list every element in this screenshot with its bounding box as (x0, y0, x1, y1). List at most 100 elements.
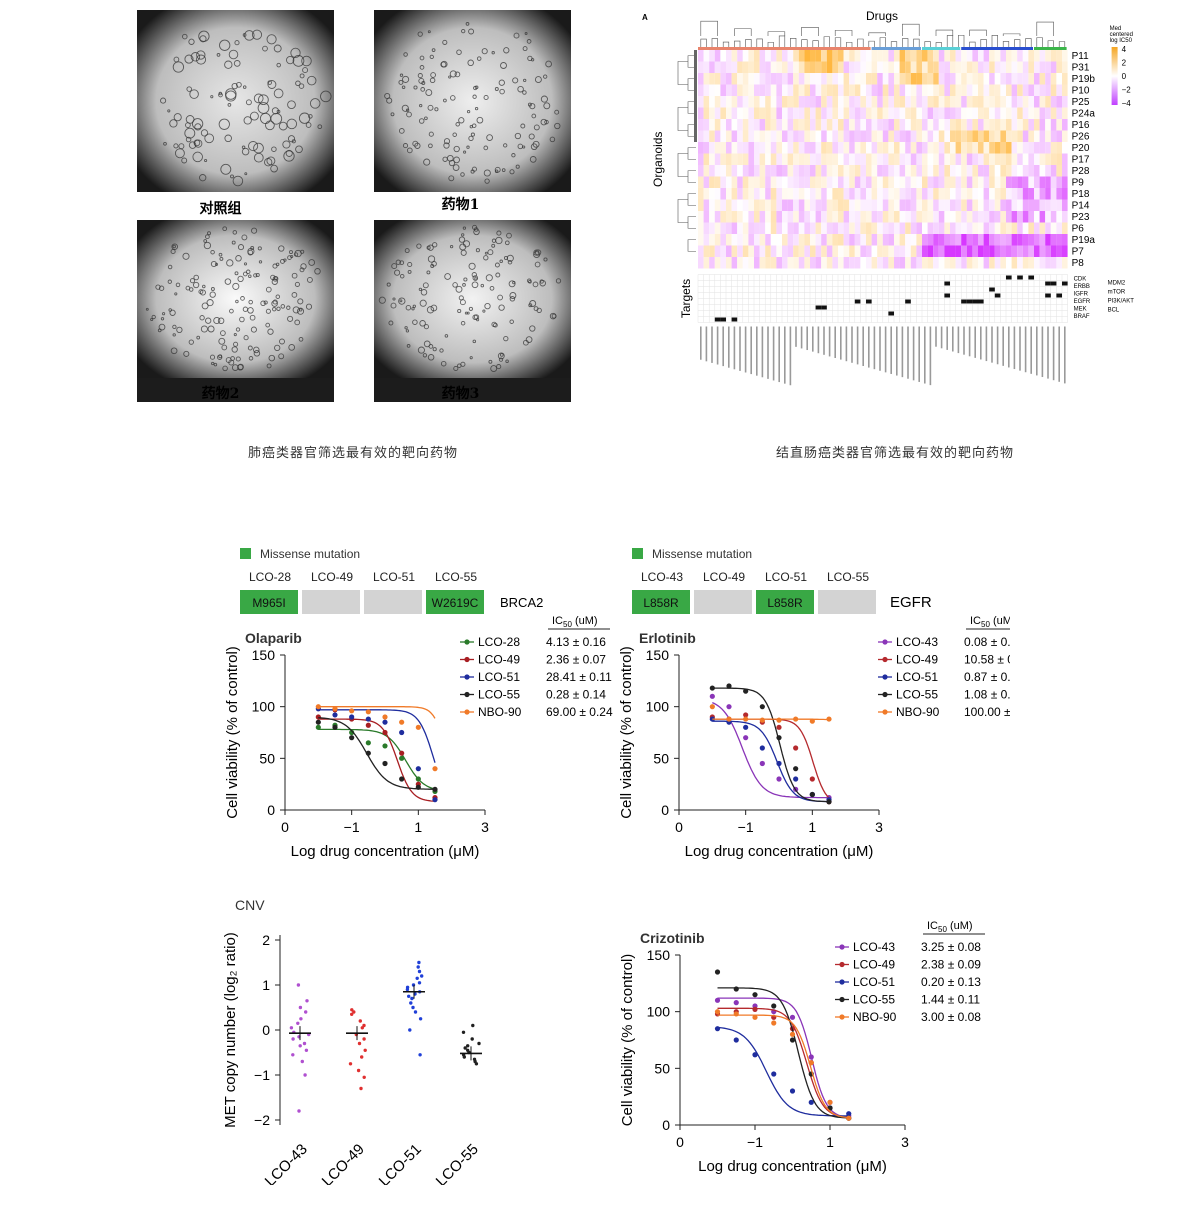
heatmap-cell (782, 153, 788, 165)
heatmap-cell (910, 142, 917, 154)
organoid-dot (231, 346, 238, 353)
heatmap-cell (882, 199, 889, 211)
dendrogram-link (790, 37, 797, 47)
image-label-drug2: 药物2 (201, 386, 240, 402)
heatmap-cell (933, 96, 939, 108)
mutation-label: L858R (643, 596, 679, 610)
heatmap-cell (714, 257, 721, 269)
heatmap-cell (1022, 73, 1029, 85)
heatmap-cell (765, 188, 771, 200)
target-mark (1045, 281, 1051, 286)
heatmap-cell (765, 199, 771, 211)
heatmap-cell (1056, 96, 1062, 108)
organoid-dot (462, 226, 467, 230)
heatmap-cell (714, 96, 721, 108)
heatmap-cell (989, 199, 995, 211)
heatmap-cell (944, 50, 950, 62)
heatmap-cell (843, 73, 850, 85)
heatmap-cell (854, 96, 861, 108)
data-point-NBO-90 (827, 1099, 833, 1105)
heatmap-cell (843, 84, 850, 96)
dendrogram-link (677, 61, 688, 85)
heatmap-cell (1000, 176, 1006, 188)
dendrogram-link (823, 36, 830, 47)
organoid-dot (532, 281, 539, 288)
organoid-dot (188, 141, 197, 149)
heatmap-cell (933, 199, 939, 211)
heatmap-cell (737, 245, 743, 257)
organoid-dot (509, 292, 517, 299)
heatmap-cell (882, 153, 889, 165)
heatmap-cell (916, 84, 922, 96)
organoid-dot (273, 88, 284, 99)
heatmap-cell (731, 257, 738, 269)
data-point-NBO-90 (432, 766, 438, 772)
heatmap-cell (782, 234, 788, 246)
data-point-LCO-49 (743, 712, 749, 718)
heatmap-cell (1022, 130, 1029, 142)
heatmap-cell (894, 50, 900, 62)
organoid-dot (174, 148, 185, 159)
target-mark (1045, 293, 1051, 298)
heatmap-cell (849, 176, 855, 188)
heatmap-cell (759, 245, 766, 257)
heatmap-cell (882, 107, 889, 119)
heatmap-cells (698, 50, 1068, 269)
cnv-point-LCO-43 (296, 1021, 300, 1025)
heatmap-cell (737, 234, 743, 246)
organoid-dot (268, 354, 276, 362)
heatmap-cell (933, 257, 939, 269)
organoid-label: P20 (1072, 143, 1090, 154)
heatmap-cell (944, 96, 950, 108)
heatmap-cell (787, 119, 794, 131)
organoid-dot (308, 259, 316, 266)
heatmap-cell (838, 119, 844, 131)
heatmap-cell (888, 119, 894, 131)
chart-title: Crizotinib (640, 930, 705, 946)
heatmap-cell (866, 245, 872, 257)
heatmap-cell (759, 96, 766, 108)
heatmap-cell (782, 96, 788, 108)
heatmap-cell (972, 50, 978, 62)
heatmap-cell (1034, 142, 1040, 154)
heatmap-cell (910, 176, 917, 188)
heatmap-cell (726, 107, 732, 119)
heatmap-cell (759, 130, 766, 142)
heatmap-cell (709, 107, 715, 119)
cnv-point-LCO-55 (470, 1037, 474, 1041)
organoid-dot (488, 359, 493, 364)
dendrogram-link (687, 216, 696, 229)
organoid-dot (417, 31, 423, 37)
organoid-dot (476, 56, 482, 61)
heatmap-cell (754, 130, 760, 142)
heatmap-cell (961, 107, 967, 119)
heatmap-cell (810, 176, 816, 188)
organoid-dot (182, 252, 190, 260)
heatmap-cell (882, 245, 889, 257)
heatmap-cell (989, 96, 995, 108)
heatmap-cell (933, 73, 939, 85)
heatmap-cell (1028, 257, 1034, 269)
organoid-dot (231, 240, 236, 245)
heatmap-cell (994, 211, 1001, 223)
heatmap-cell (944, 176, 950, 188)
drug-group-bar (961, 47, 1033, 50)
heatmap-cell (737, 153, 743, 165)
heatmap-cell (843, 245, 850, 257)
organoid-dot (233, 333, 237, 337)
heatmap-cell (866, 222, 872, 234)
cnv-point-LCO-49 (363, 1048, 367, 1052)
heatmap-cell (759, 61, 766, 73)
dendrogram-link (687, 239, 696, 252)
heatmap-cell (1045, 119, 1051, 131)
heatmap-cell (950, 211, 956, 223)
heatmap-cell (961, 153, 967, 165)
heatmap-cell (922, 142, 928, 154)
heatmap-cell (849, 130, 855, 142)
heatmap-cell (737, 142, 743, 154)
organoid-dot (472, 339, 477, 344)
heatmap-cell (759, 188, 766, 200)
legend-ic50: 0.87 ± 0.12 (964, 670, 1010, 684)
heatmap-cell (726, 153, 732, 165)
heatmap-cell (765, 130, 771, 142)
